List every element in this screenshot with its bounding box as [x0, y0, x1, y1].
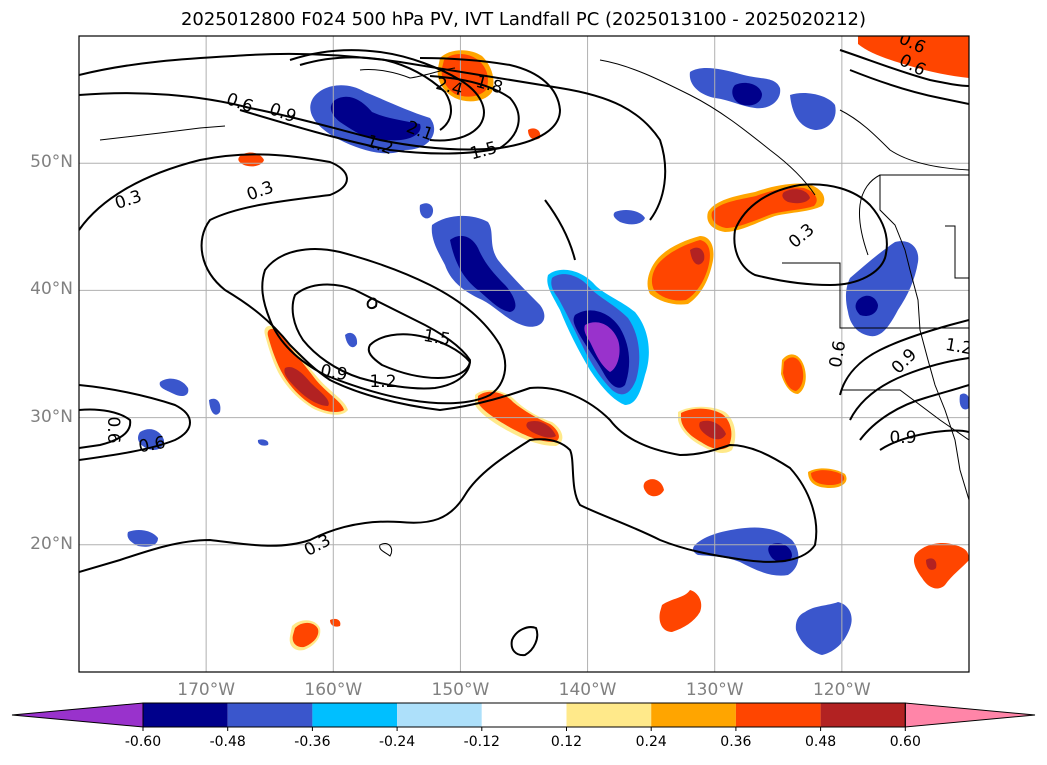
- anomaly-pos-south-small: [238, 152, 702, 651]
- contour-0.9: [239, 75, 520, 155]
- colorbar-segment: [820, 703, 906, 727]
- anomaly-neg-gulf: [310, 85, 435, 154]
- contour-southeast-3: [859, 384, 969, 441]
- colorbar-tick-label: -0.24: [378, 734, 416, 750]
- contour-0.3-upper: [79, 52, 667, 221]
- colorbar-segment: [227, 703, 313, 727]
- anomaly-neg-alaska: [613, 67, 836, 225]
- anomaly-pos-mexico: [913, 543, 969, 589]
- lon-tick-label: 130°W: [685, 680, 744, 700]
- lat-tick-label: 20°N: [30, 533, 73, 554]
- colorbar-segment: [735, 703, 821, 727]
- anomaly-pos-nw-corner: [858, 36, 969, 78]
- colorbar-extend-min: [11, 702, 144, 728]
- lon-tick-label: 150°W: [431, 680, 490, 700]
- contour-southeast-2: [849, 357, 969, 421]
- anomaly-neg-tropical: [693, 527, 799, 576]
- colorbar-segment: [397, 703, 482, 727]
- anomaly-pos-gulf-ne: [437, 50, 541, 140]
- coastlines: [99, 59, 969, 557]
- contour-loop-main: [261, 248, 507, 405]
- contour-0.3-ring: [544, 199, 576, 261]
- contour-dimple: [366, 297, 378, 310]
- lat-tick-label: 40°N: [30, 279, 73, 300]
- anomaly-pos-baja-offshore: [781, 354, 847, 488]
- contour-0.3-main: [79, 153, 818, 573]
- colorbar-segment: [651, 703, 736, 727]
- contour-label: 1.2: [369, 372, 396, 392]
- contour-label: 0.9: [889, 428, 916, 448]
- anomaly-pos-mid-east: [678, 406, 736, 453]
- map-frame: [78, 35, 970, 673]
- contour-southeast-4: [879, 429, 969, 451]
- contour-west: [79, 384, 191, 461]
- colorbar-tick-label: 0.12: [550, 734, 583, 750]
- lon-tick-label: 140°W: [558, 680, 617, 700]
- map-grid: [79, 36, 969, 672]
- colorbar-tick-label: -0.12: [463, 734, 500, 750]
- colorbar-segment: [481, 703, 567, 727]
- anomaly-neg-west-small: [127, 332, 358, 547]
- map-plot-area[interactable]: 0.3 0.30.30.30.60.60.60.60.60.90.9 0.90.91…: [79, 29, 974, 672]
- contour-label: 1.2: [944, 335, 974, 359]
- contour-0.3-east: [733, 183, 888, 287]
- anomaly-pos-pacific-nw: [707, 183, 825, 232]
- colorbar-tick-label: 0.36: [720, 734, 752, 750]
- lon-tick-label: 170°W: [177, 680, 236, 700]
- colorbar-frame: [142, 702, 906, 728]
- anomaly-neg-south: [795, 602, 852, 655]
- contour-nw-corner: [839, 49, 969, 87]
- colorbar-segment: [312, 703, 398, 727]
- anomaly-pos-oregon-offshore: [647, 236, 714, 305]
- anomaly-neg-california: [845, 241, 969, 410]
- contour-west-inner: [79, 408, 132, 449]
- colorbar-segment: [566, 703, 652, 727]
- lat-tick-label: 50°N: [30, 152, 73, 173]
- colorbar: [11, 702, 1036, 731]
- anomaly-neg-central: [419, 203, 545, 327]
- contour-label: 0.6: [826, 339, 850, 369]
- contour-label: 0.6: [137, 433, 167, 457]
- contour-inner-2: [299, 56, 452, 131]
- colorbar-tick-label: 0.60: [889, 734, 921, 750]
- colorbar-segment: [143, 703, 228, 727]
- contour-label: 1.5: [422, 326, 452, 350]
- contour-0.6: [79, 57, 562, 151]
- pv-contours: [79, 49, 969, 657]
- colorbar-tick-label: -0.36: [294, 734, 331, 750]
- contour-label: 0.6: [103, 416, 123, 443]
- colorbar-extend-max: [904, 702, 1036, 728]
- contour-loop-inner: [291, 283, 472, 390]
- lat-tick-label: 30°N: [30, 406, 73, 427]
- colorbar-tick-label: -0.60: [124, 734, 162, 750]
- lon-tick-label: 160°W: [304, 680, 363, 700]
- lon-tick-label: 120°W: [812, 680, 871, 700]
- contour-inner-1: [289, 49, 485, 142]
- colorbar-tick-label: -0.48: [209, 734, 246, 750]
- colorbar-tick-label: 0.24: [635, 734, 667, 750]
- colorbar-tick-label: 0.48: [805, 734, 837, 750]
- contour-islet: [510, 626, 539, 657]
- map-title: 2025012800 F024 500 hPa PV, IVT Landfall…: [180, 9, 867, 30]
- contour-southeast: [839, 319, 969, 396]
- contour-nw-corner-2: [849, 69, 969, 105]
- anomaly-pos-west-arc: [264, 325, 348, 415]
- contour-label: 0.9: [319, 361, 349, 385]
- contour-loop-core: [367, 333, 472, 380]
